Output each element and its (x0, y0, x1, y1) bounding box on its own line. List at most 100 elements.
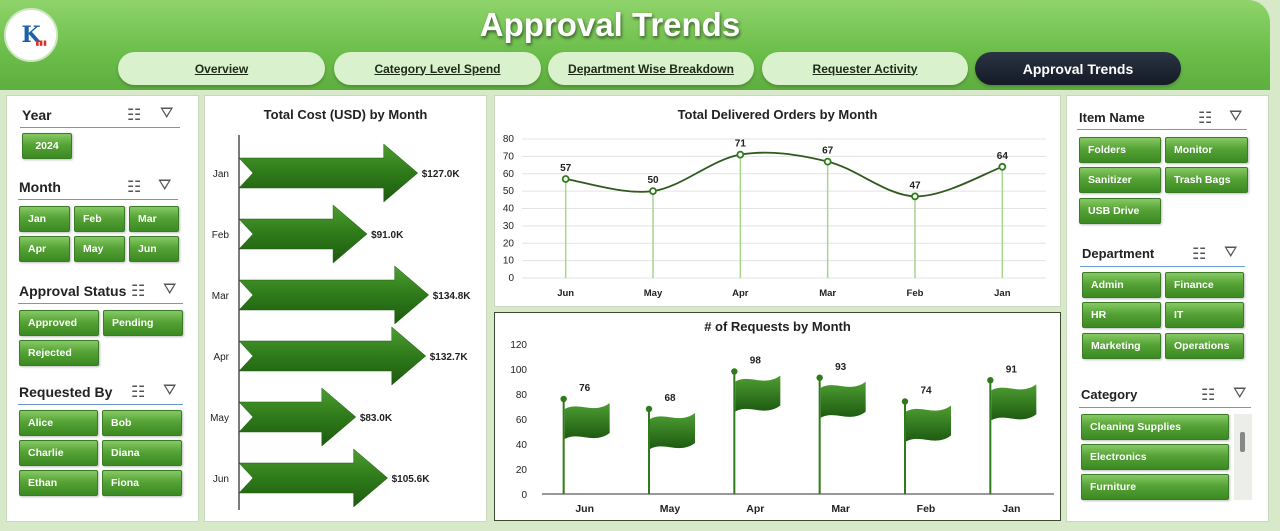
multi-select-icon[interactable]: ☷ (1192, 246, 1207, 263)
orders-data-label: 57 (560, 163, 572, 174)
slicer-item-monitor[interactable]: Monitor (1165, 137, 1248, 163)
slicer-item-month-apr[interactable]: Apr (19, 236, 70, 262)
slicer-item-requester-charlie[interactable]: Charlie (19, 440, 98, 466)
tab-approval-trends[interactable]: Approval Trends (975, 52, 1181, 85)
orders-y-tick-label: 40 (503, 204, 515, 215)
requests-x-tick-label: Jan (1002, 503, 1020, 515)
slicer-item-year-2024[interactable]: 2024 (22, 133, 72, 159)
clear-filter-icon[interactable]: ⛛ (163, 382, 177, 399)
requests-flag-pole-top (816, 374, 823, 381)
orders-data-point (736, 150, 745, 159)
category-scrollbar[interactable] (1234, 414, 1252, 500)
slicer-item-requester-diana[interactable]: Diana (102, 440, 182, 466)
slicer-item-month-may[interactable]: May (74, 236, 125, 262)
slicer-item-cleaning-supplies[interactable]: Cleaning Supplies (1081, 414, 1229, 440)
cost-bar-arrow (238, 265, 430, 325)
slicer-item-hr[interactable]: HR (1082, 302, 1161, 328)
multi-select-icon[interactable]: ☷ (127, 179, 142, 196)
slicer-item-requester-bob[interactable]: Bob (102, 410, 182, 436)
slicer-item-status-approved[interactable]: Approved (19, 310, 99, 336)
orders-data-point (911, 192, 919, 201)
tab-category-level-spend[interactable]: Category Level Spend (334, 52, 541, 85)
slicer-item-finance[interactable]: Finance (1165, 272, 1244, 298)
requests-flag-pole-top (731, 368, 738, 375)
slicer-item-requester-fiona[interactable]: Fiona (102, 470, 182, 496)
company-logo: K ▮▮▮ (4, 8, 58, 62)
slicer-item-folders[interactable]: Folders (1079, 137, 1161, 163)
cost-category-label: Feb (212, 230, 230, 241)
cost-data-label: $105.6K (392, 474, 431, 485)
requests-y-tick-label: 60 (516, 415, 528, 426)
cost-bar-arrow (238, 387, 357, 447)
requests-flag-pole-top (987, 377, 994, 384)
delivered-orders-chart-title: Total Delivered Orders by Month (677, 107, 878, 122)
orders-y-tick-label: 60 (503, 169, 515, 180)
multi-select-icon[interactable]: ☷ (1198, 110, 1213, 127)
slicer-item-status-rejected[interactable]: Rejected (19, 340, 99, 366)
orders-y-tick-label: 80 (503, 134, 515, 145)
multi-select-icon[interactable]: ☷ (131, 283, 146, 300)
slicer-item-month-feb[interactable]: Feb (74, 206, 125, 232)
requests-x-tick-label: Mar (831, 503, 850, 515)
orders-x-tick-label: Feb (907, 288, 924, 299)
slicer-title-department: Department (1082, 246, 1155, 261)
slicer-title-category: Category (1081, 387, 1138, 402)
requests-flag-bar (906, 405, 951, 442)
multi-select-icon[interactable]: ☷ (131, 384, 146, 401)
slicer-divider (1079, 407, 1251, 408)
tab-overview[interactable]: Overview (118, 52, 325, 85)
slicer-title-month: Month (19, 179, 61, 195)
multi-select-icon[interactable]: ☷ (1201, 387, 1216, 404)
orders-x-tick-label: May (644, 288, 663, 299)
requests-flag-pole-top (560, 395, 567, 403)
orders-y-tick-label: 30 (503, 221, 515, 232)
slicer-item-requester-alice[interactable]: Alice (19, 410, 98, 436)
cost-category-label: Jun (213, 474, 229, 485)
slicer-item-furniture[interactable]: Furniture (1081, 474, 1229, 500)
slicer-divider (18, 303, 183, 304)
slicer-item-requester-ethan[interactable]: Ethan (19, 470, 98, 496)
clear-filter-icon[interactable]: ⛛ (160, 105, 174, 122)
requests-y-tick-label: 0 (521, 490, 527, 501)
requests-y-tick-label: 80 (516, 390, 528, 401)
slicer-divider (18, 199, 178, 200)
slicer-item-marketing[interactable]: Marketing (1082, 333, 1161, 359)
cost-category-label: May (210, 413, 229, 424)
slicer-item-month-jun[interactable]: Jun (129, 236, 179, 262)
slicer-title-approval-status: Approval Status (19, 283, 127, 299)
total-cost-chart-title: Total Cost (USD) by Month (263, 107, 428, 122)
slicer-item-month-mar[interactable]: Mar (129, 206, 179, 232)
tab-department-wise-breakdown[interactable]: Department Wise Breakdown (548, 52, 754, 85)
slicer-item-month-jan[interactable]: Jan (19, 206, 70, 232)
orders-data-label: 71 (735, 139, 747, 150)
clear-filter-icon[interactable]: ⛛ (1229, 108, 1243, 125)
slicer-item-sanitizer[interactable]: Sanitizer (1079, 167, 1161, 193)
slicer-item-electronics[interactable]: Electronics (1081, 444, 1229, 470)
multi-select-icon[interactable]: ☷ (127, 107, 142, 124)
requests-chart: 0 20 40 60 80 100 120 76 Jun 68 May 98 Apr 93 Mar 74 Feb… (510, 340, 1054, 515)
slicer-item-operations[interactable]: Operations (1165, 333, 1244, 359)
slicer-item-status-pending[interactable]: Pending (103, 310, 183, 336)
clear-filter-icon[interactable]: ⛛ (1224, 244, 1238, 261)
page-title: Approval Trends (479, 6, 741, 43)
clear-filter-icon[interactable]: ⛛ (1233, 385, 1247, 402)
slicer-item-trash-bags[interactable]: Trash Bags (1165, 167, 1248, 193)
requests-x-tick-label: Jun (575, 503, 594, 515)
cost-data-label: $91.0K (371, 230, 404, 241)
tab-requester-activity[interactable]: Requester Activity (762, 52, 968, 85)
clear-filter-icon[interactable]: ⛛ (163, 281, 177, 298)
slicer-item-it[interactable]: IT (1165, 302, 1244, 328)
orders-data-point (823, 157, 832, 166)
slicer-divider (20, 127, 180, 128)
clear-filter-icon[interactable]: ⛛ (158, 177, 172, 194)
orders-data-label: 47 (909, 180, 921, 191)
orders-y-tick-label: 20 (503, 238, 515, 249)
slicer-item-usb-drive[interactable]: USB Drive (1079, 198, 1161, 224)
orders-y-tick-label: 10 (503, 256, 515, 267)
slicer-item-admin[interactable]: Admin (1082, 272, 1161, 298)
orders-data-label: 64 (997, 151, 1009, 162)
requests-y-tick-label: 40 (516, 440, 528, 451)
category-scrollbar-thumb[interactable] (1240, 432, 1245, 452)
slicer-title-requested-by: Requested By (19, 384, 113, 400)
cost-data-label: $132.7K (430, 352, 469, 363)
